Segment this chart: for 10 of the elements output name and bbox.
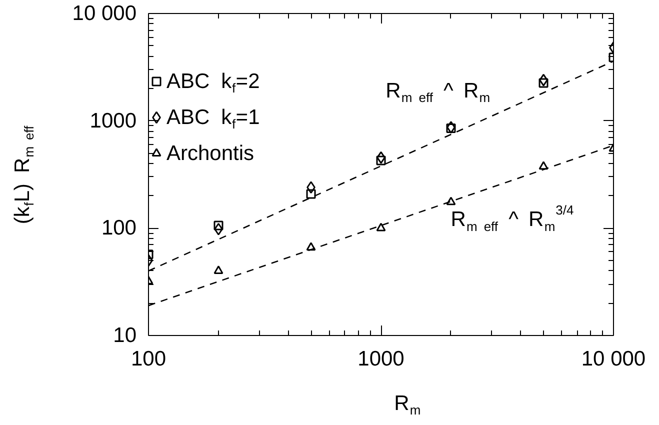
y-tick-label: 1000 xyxy=(90,109,136,132)
y-tick-label: 10 xyxy=(113,324,136,347)
text: 3/4 xyxy=(556,202,574,218)
legend-label: Archontis xyxy=(166,142,254,165)
x-tick-label: 10 000 xyxy=(581,348,646,370)
y-tick-label: 100 xyxy=(101,216,137,240)
y-axis-title: (kfL) Rm eff xyxy=(11,125,37,224)
y-tick-label: 10 000 xyxy=(72,2,137,25)
x-tick-label: 100 xyxy=(130,348,166,370)
x-tick-label: 1000 xyxy=(358,348,404,370)
